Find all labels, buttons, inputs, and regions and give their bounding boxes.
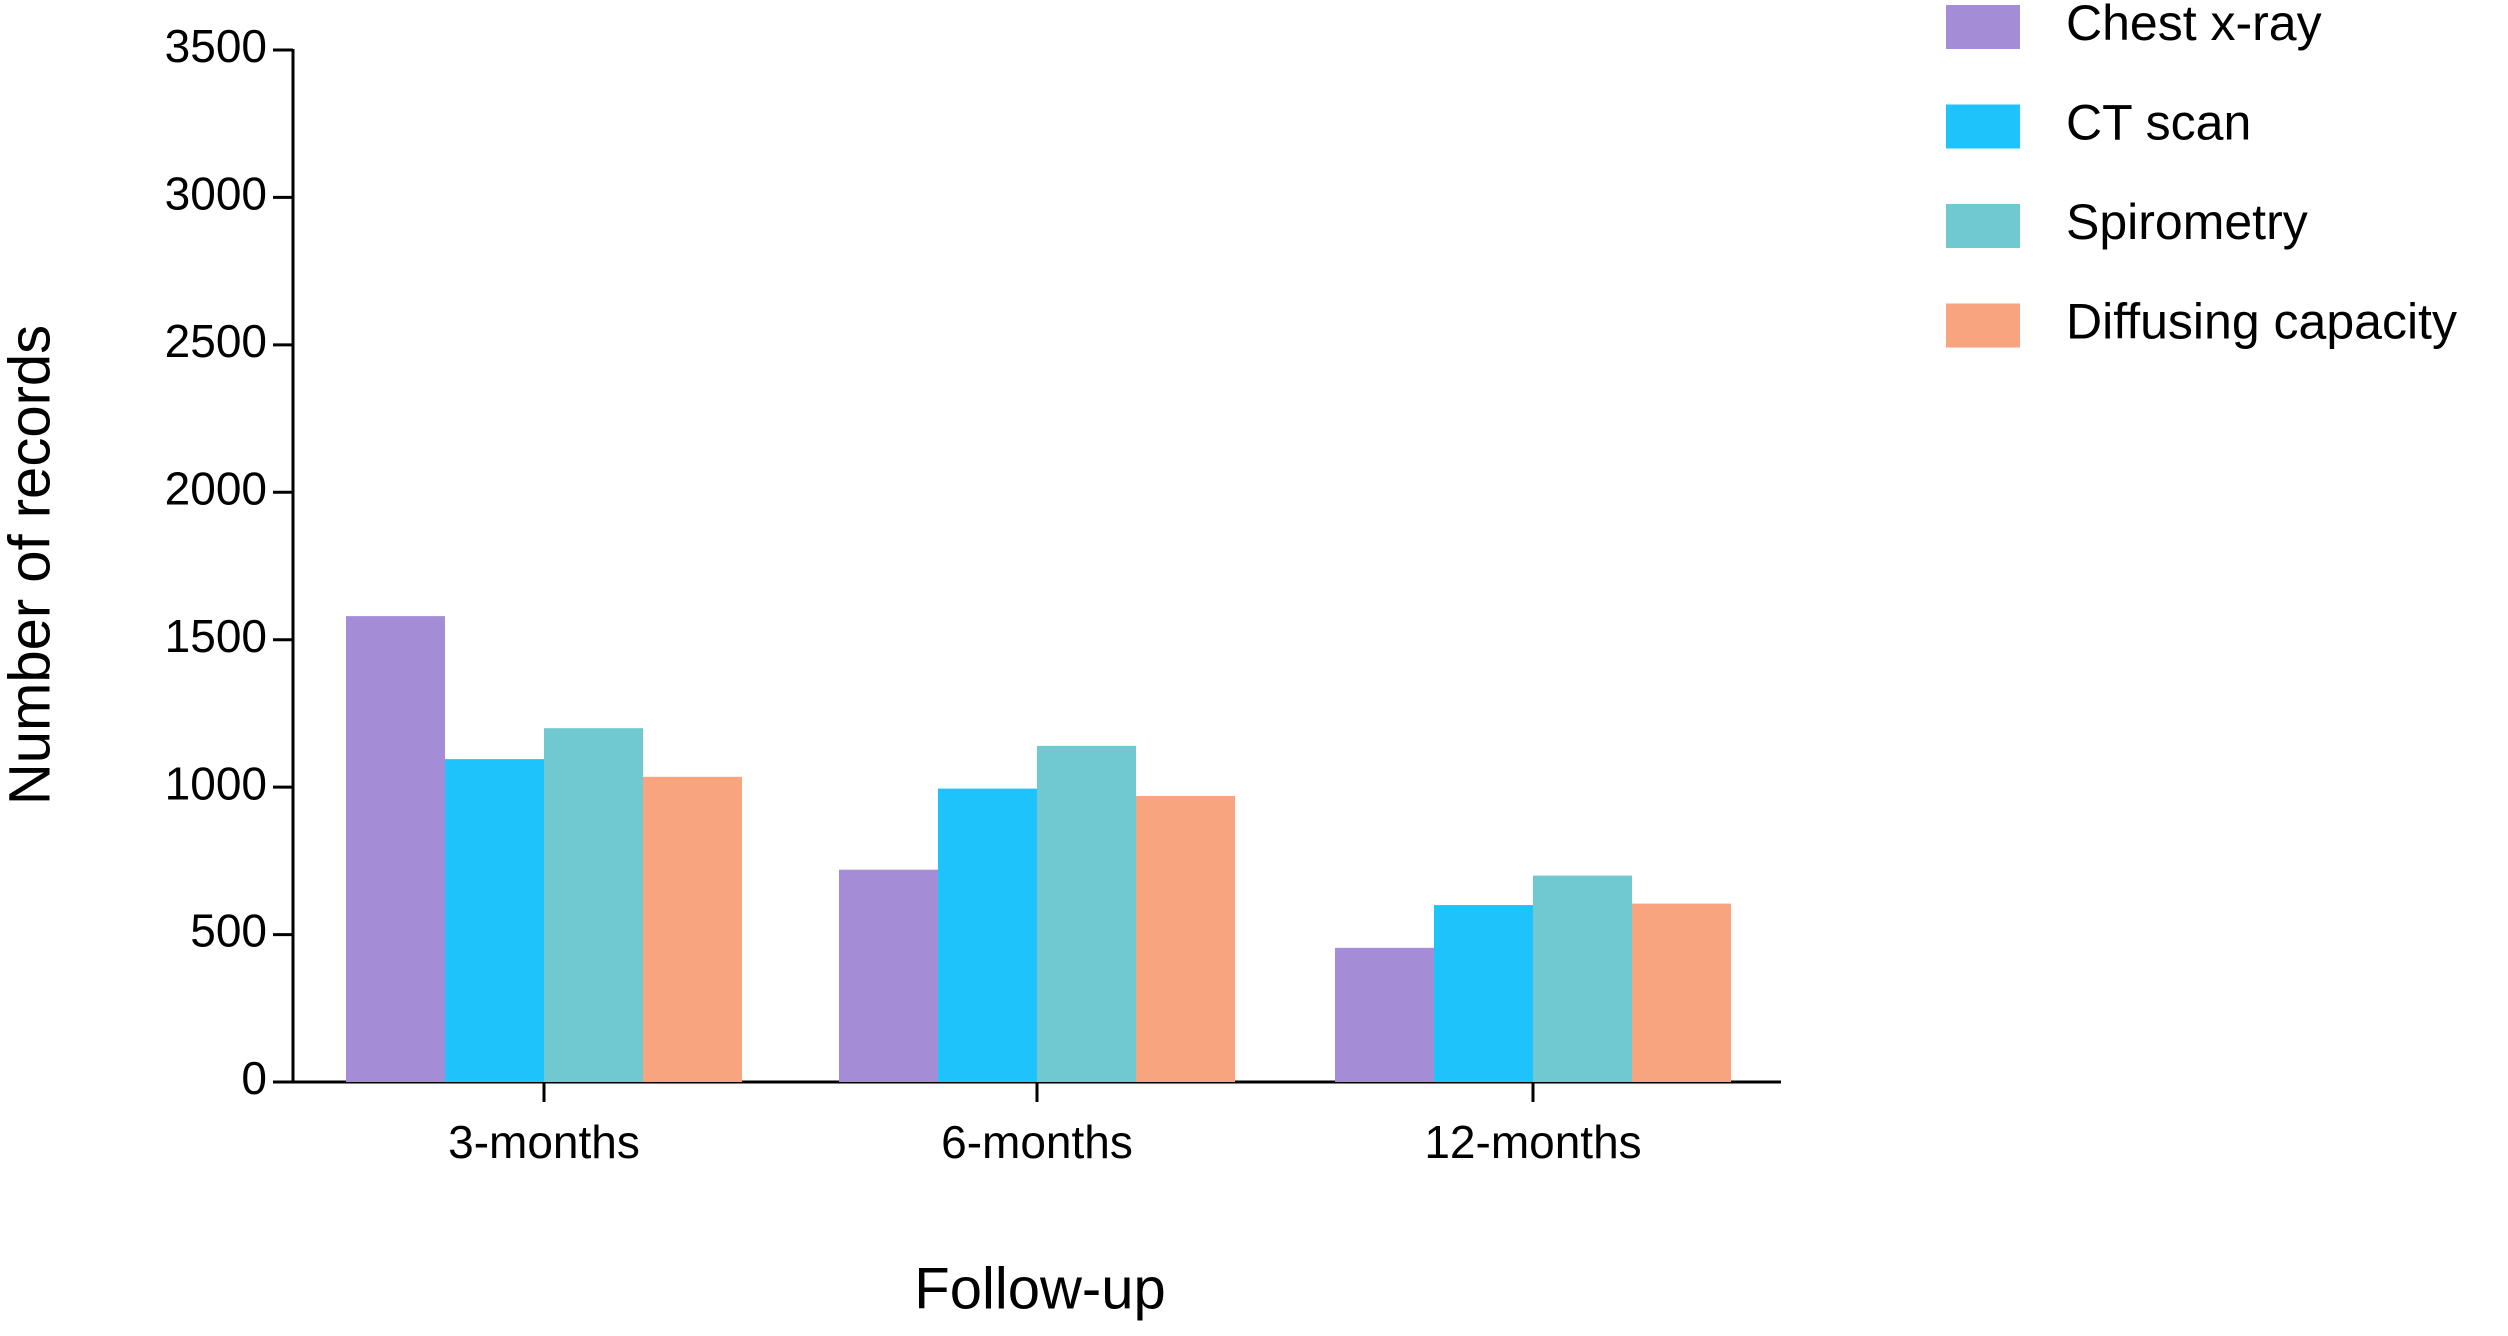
bar (643, 776, 742, 1082)
bar (839, 869, 938, 1082)
x-tick-label: 6-months (941, 1116, 1133, 1168)
x-tick-label: 12-months (1424, 1116, 1641, 1168)
legend-swatch (1946, 5, 2020, 49)
bar (1434, 905, 1533, 1082)
legend-label: Chest x-ray (2066, 0, 2322, 51)
bar (1037, 745, 1136, 1082)
legend-label: Diffusing capacity (2066, 294, 2457, 350)
y-tick-label: 1000 (165, 757, 267, 809)
y-tick-label: 0 (241, 1052, 267, 1104)
legend-label: CT scan (2066, 95, 2251, 151)
bar (1136, 795, 1235, 1082)
y-tick-label: 500 (190, 905, 267, 957)
legend-label: Spirometry (2066, 194, 2308, 250)
bar (938, 788, 1037, 1082)
y-tick-label: 1500 (165, 610, 267, 662)
legend-swatch (1946, 303, 2020, 348)
y-tick-label: 2500 (165, 315, 267, 367)
bar (445, 759, 544, 1082)
bar (544, 728, 643, 1082)
bar (1632, 903, 1731, 1082)
y-tick-label: 2000 (165, 462, 267, 514)
bar (1335, 947, 1434, 1082)
bar (346, 616, 445, 1082)
x-tick-label: 3-months (448, 1116, 640, 1168)
y-tick-label: 3000 (165, 168, 267, 220)
bar (1533, 875, 1632, 1082)
x-axis-title: Follow-up (914, 1256, 1165, 1321)
y-axis-title: Number of records (0, 325, 62, 805)
legend-swatch (1946, 104, 2020, 149)
legend-swatch (1946, 204, 2020, 248)
y-tick-label: 3500 (165, 20, 267, 72)
